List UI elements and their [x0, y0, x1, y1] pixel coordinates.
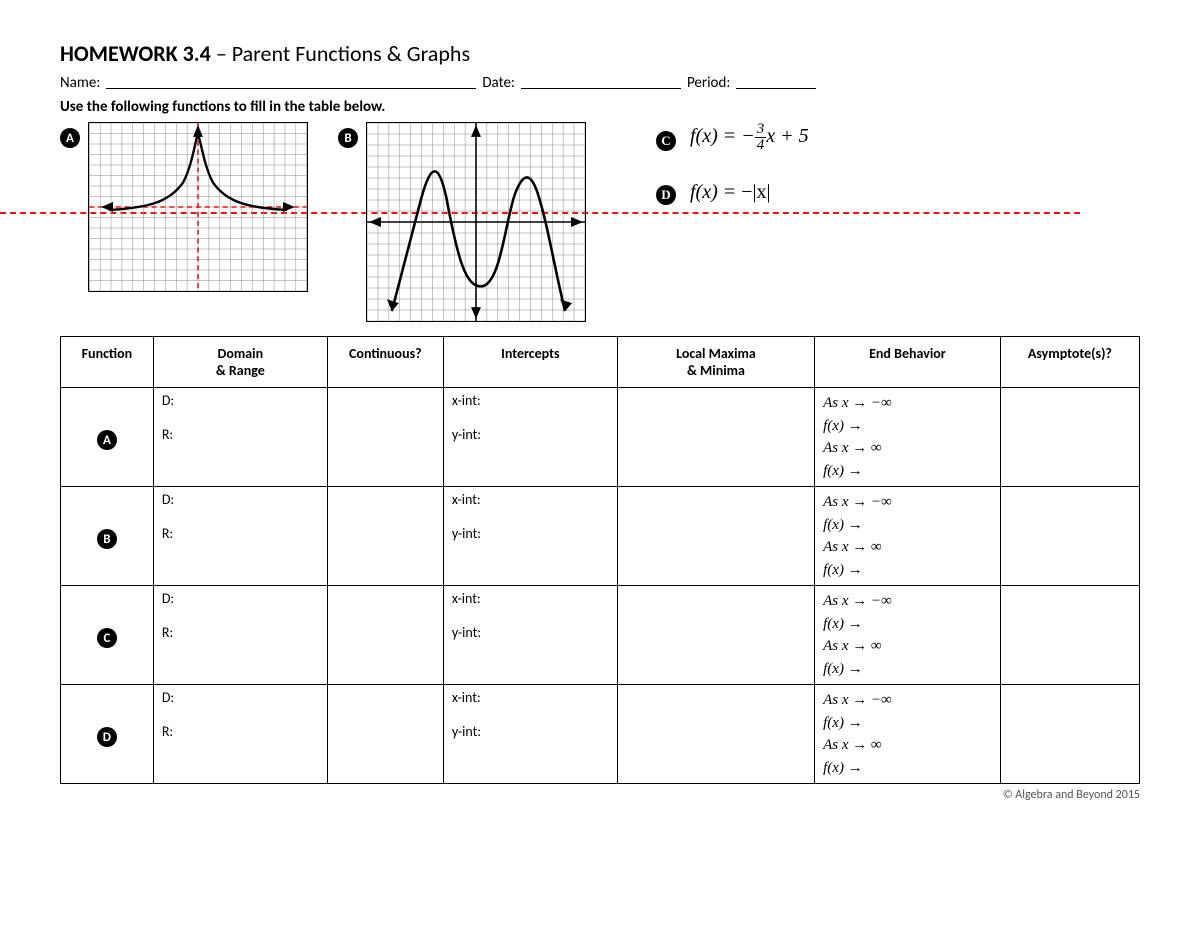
table-header-row: Function Domain & Range Continuous? Inte… — [61, 337, 1140, 388]
row-D-maxmin[interactable] — [617, 685, 814, 784]
period-blank[interactable] — [736, 75, 816, 89]
row-D-endbehavior[interactable]: As x → −∞f(x) →As x → ∞f(x) → — [815, 685, 1001, 784]
graph-A — [88, 122, 308, 292]
row-B-maxmin[interactable] — [617, 487, 814, 586]
name-date-period-row: Name: Date: Period: — [60, 73, 1140, 92]
equations-column: C f(x) = −34x + 5 D f(x) = −|x| — [656, 122, 809, 205]
answer-table: Function Domain & Range Continuous? Inte… — [60, 336, 1140, 784]
row-D-intercepts[interactable]: x-int:y-int: — [443, 685, 617, 784]
row-A-dr[interactable]: D:R: — [153, 388, 327, 487]
row-D-asymptote[interactable] — [1000, 685, 1139, 784]
worksheet-title: HOMEWORK 3.4 – Parent Functions & Graphs — [60, 40, 1140, 67]
th-maxima-minima: Local Maxima & Minima — [617, 337, 814, 388]
function-C-eq: f(x) = −34x + 5 — [690, 122, 809, 153]
row-C-intercepts[interactable]: x-int:y-int: — [443, 586, 617, 685]
badge-C: C — [656, 131, 676, 151]
th-asymptotes: Asymptote(s)? — [1000, 337, 1139, 388]
instruction-text: Use the following functions to fill in t… — [60, 98, 1140, 116]
table-row-A: AD:R: x-int:y-int: As x → −∞f(x) →As x → ∞… — [61, 388, 1140, 487]
th-intercepts: Intercepts — [443, 337, 617, 388]
row-A-asymptote[interactable] — [1000, 388, 1139, 487]
name-label: Name: — [60, 74, 100, 92]
row-A-intercepts[interactable]: x-int:y-int: — [443, 388, 617, 487]
row-A-continuous[interactable] — [327, 388, 443, 487]
row-A-endbehavior[interactable]: As x → −∞f(x) →As x → ∞f(x) → — [815, 388, 1001, 487]
row-B-dr[interactable]: D:R: — [153, 487, 327, 586]
row-B-endbehavior[interactable]: As x → −∞f(x) →As x → ∞f(x) → — [815, 487, 1001, 586]
graph-B — [366, 122, 586, 322]
badge-D: D — [656, 185, 676, 205]
badge-A: A — [60, 128, 80, 148]
date-blank[interactable] — [521, 75, 681, 89]
function-C: C f(x) = −34x + 5 — [656, 122, 809, 153]
row-B-continuous[interactable] — [327, 487, 443, 586]
copyright-text: © Algebra and Beyond 2015 — [60, 788, 1140, 802]
row-C-dr[interactable]: D:R: — [153, 586, 327, 685]
th-end-behavior: End Behavior — [815, 337, 1001, 388]
row-B-asymptote[interactable] — [1000, 487, 1139, 586]
table-row-C: CD:R: x-int:y-int: As x → −∞f(x) →As x → ∞… — [61, 586, 1140, 685]
row-C-endbehavior[interactable]: As x → −∞f(x) →As x → ∞f(x) → — [815, 586, 1001, 685]
worksheet-title-rest: – Parent Functions & Graphs — [211, 40, 470, 67]
function-D-eq: f(x) = −|x| — [690, 181, 771, 204]
row-badge-C: C — [61, 586, 154, 685]
function-B: B — [338, 122, 586, 322]
row-D-dr[interactable]: D:R: — [153, 685, 327, 784]
function-D: D f(x) = −|x| — [656, 179, 809, 205]
name-blank[interactable] — [106, 75, 476, 89]
th-continuous: Continuous? — [327, 337, 443, 388]
th-domain-range: Domain & Range — [153, 337, 327, 388]
row-badge-D: D — [61, 685, 154, 784]
row-C-asymptote[interactable] — [1000, 586, 1139, 685]
badge-B: B — [338, 128, 358, 148]
date-label: Date: — [482, 74, 515, 92]
table-row-D: DD:R: x-int:y-int: As x → −∞f(x) →As x → ∞… — [61, 685, 1140, 784]
table-row-B: BD:R: x-int:y-int: As x → −∞f(x) →As x → ∞… — [61, 487, 1140, 586]
row-B-intercepts[interactable]: x-int:y-int: — [443, 487, 617, 586]
period-label: Period: — [687, 74, 730, 92]
row-A-maxmin[interactable] — [617, 388, 814, 487]
worksheet-title-bold: HOMEWORK 3.4 — [60, 40, 211, 67]
row-C-continuous[interactable] — [327, 586, 443, 685]
row-badge-B: B — [61, 487, 154, 586]
functions-row: A B C f(x) — [60, 122, 1140, 322]
th-function: Function — [61, 337, 154, 388]
function-A: A — [60, 122, 308, 292]
row-C-maxmin[interactable] — [617, 586, 814, 685]
row-D-continuous[interactable] — [327, 685, 443, 784]
row-badge-A: A — [61, 388, 154, 487]
